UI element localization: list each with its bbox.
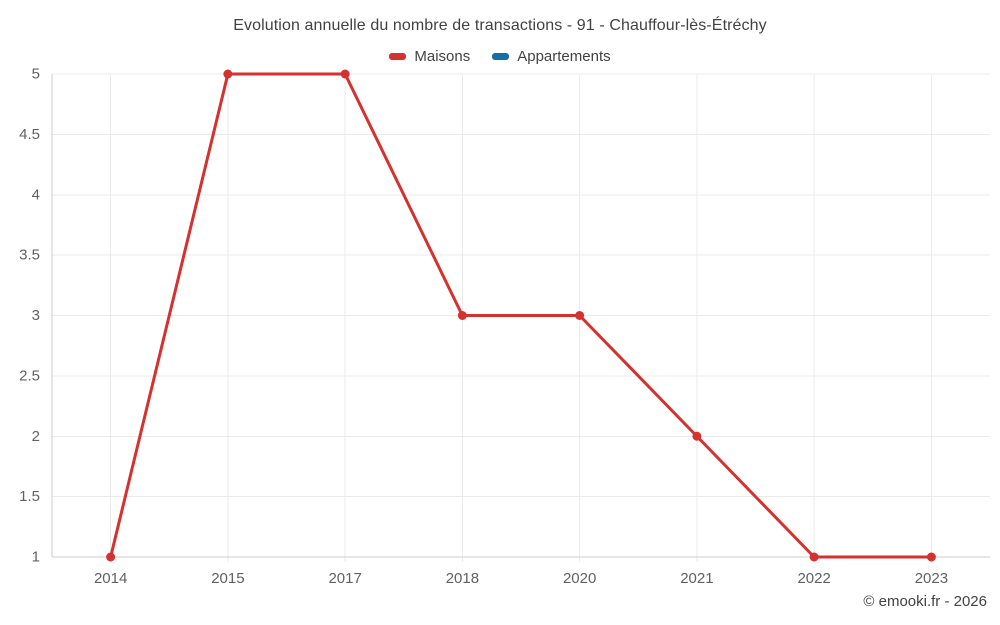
- legend-label-maisons: Maisons: [414, 47, 471, 65]
- legend-swatch-appartements: [492, 52, 510, 60]
- y-axis-label: 3.5: [19, 247, 40, 264]
- y-axis-label: 1.5: [19, 488, 40, 505]
- series-line-maisons: [109, 72, 932, 559]
- data-point-maisons-2022[interactable]: [809, 552, 819, 562]
- y-axis-label: 4: [32, 186, 40, 203]
- x-axis-label: 2014: [94, 570, 127, 587]
- x-axis-label: 2022: [797, 570, 830, 587]
- data-point-maisons-2014[interactable]: [106, 552, 116, 562]
- data-point-maisons-2017[interactable]: [340, 69, 350, 79]
- legend-label-appartements: Appartements: [517, 47, 611, 65]
- y-axis-label: 5: [32, 66, 40, 83]
- data-point-maisons-2020[interactable]: [575, 311, 585, 320]
- data-point-maisons-2021[interactable]: [692, 431, 702, 441]
- y-axis-label: 2.5: [19, 367, 40, 384]
- y-axis-label: 3: [32, 307, 40, 324]
- x-axis-label: 2017: [328, 570, 361, 587]
- x-axis-label: 2023: [915, 570, 948, 587]
- legend: Maisons Appartements: [0, 46, 1000, 66]
- y-axis-label: 4.5: [19, 126, 40, 143]
- data-point-maisons-2015[interactable]: [223, 69, 233, 79]
- x-axis-label: 2021: [680, 570, 713, 587]
- legend-item-maisons[interactable]: Maisons: [389, 48, 470, 65]
- copyright: © emooki.fr - 2026: [863, 593, 987, 610]
- y-axis-label: 1: [32, 549, 40, 566]
- x-axis-label: 2020: [563, 570, 596, 587]
- data-point-maisons-2023[interactable]: [926, 552, 936, 562]
- x-axis-label: 2015: [211, 570, 244, 587]
- x-axis-label: 2018: [446, 570, 479, 587]
- chart-title: Evolution annuelle du nombre de transact…: [233, 17, 767, 34]
- legend-item-appartements[interactable]: Appartements: [492, 47, 611, 65]
- data-point-maisons-2018[interactable]: [457, 311, 467, 320]
- y-axis-label: 2: [32, 428, 40, 445]
- legend-swatch-maisons: [389, 52, 407, 60]
